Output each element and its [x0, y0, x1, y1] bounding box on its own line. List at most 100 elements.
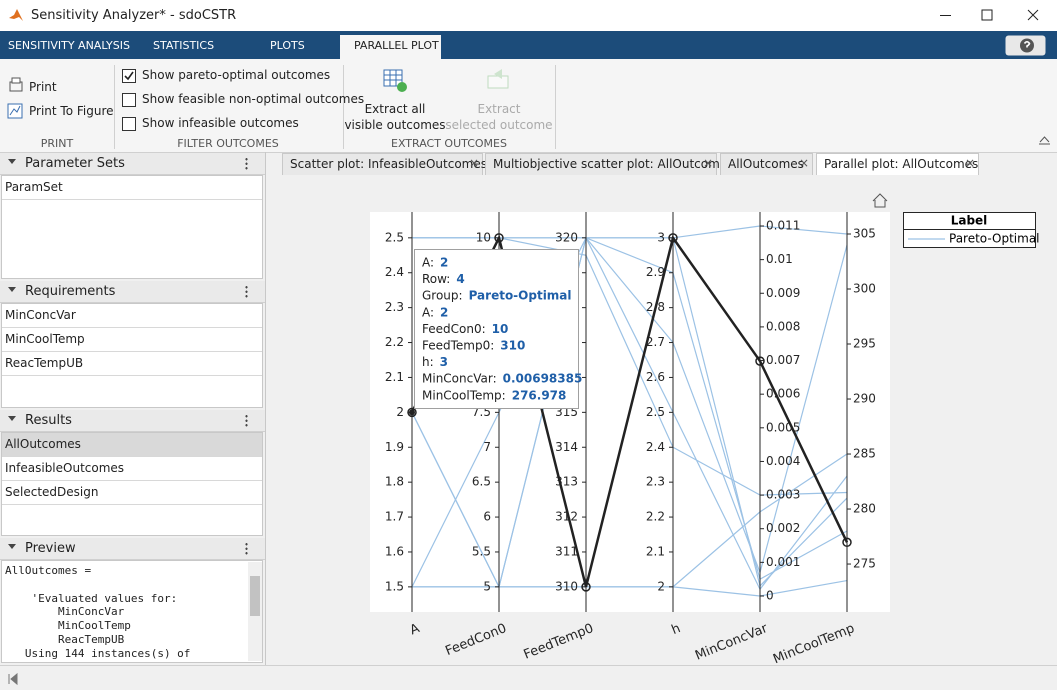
document-tab[interactable]	[720, 153, 813, 175]
list-row[interactable]	[2, 457, 262, 481]
panel-title: Results	[25, 413, 72, 428]
checkbox[interactable]	[122, 117, 136, 131]
tab-close[interactable]: ×	[703, 156, 714, 170]
close-button[interactable]	[1027, 9, 1039, 21]
list-item[interactable]: MinCoolTemp	[5, 332, 85, 346]
collapse-arrow[interactable]	[8, 416, 16, 421]
collapse-arrow[interactable]	[8, 544, 16, 549]
tick-label: 0.002	[766, 521, 800, 535]
document-tab[interactable]	[282, 153, 483, 175]
selected-point[interactable]	[494, 233, 504, 243]
help-button[interactable]	[1005, 35, 1046, 56]
tab-close[interactable]: ×	[965, 156, 976, 170]
filter-option[interactable]: Show feasible non-optimal outcomes	[142, 92, 365, 106]
tick-label: 2.7	[646, 335, 665, 349]
list-item[interactable]: MinConcVar	[5, 308, 76, 322]
tick-label: 0.004	[766, 454, 800, 468]
ribbon-tab[interactable]: STATISTICS	[153, 39, 215, 52]
selected-point[interactable]	[842, 537, 852, 548]
tab-close[interactable]: ×	[469, 156, 480, 170]
collapse-ribbon[interactable]	[1039, 136, 1050, 145]
preview-line: AllOutcomes =	[5, 564, 92, 577]
document-tab-title[interactable]: Scatter plot: InfeasibleOutcomes	[290, 157, 488, 171]
document-tab[interactable]	[816, 153, 979, 175]
list-row[interactable]	[2, 433, 262, 457]
ribbon-tab[interactable]: PARALLEL PLOT	[354, 39, 439, 52]
document-tab[interactable]	[485, 153, 717, 175]
panel-menu[interactable]	[245, 285, 248, 298]
scroll-thumb[interactable]	[250, 576, 260, 616]
document-tab-title[interactable]: AllOutcomes	[728, 157, 804, 171]
collapse-arrow[interactable]	[8, 287, 16, 292]
window-controls[interactable]	[925, 0, 1057, 31]
tick-label: 0.009	[766, 286, 800, 300]
status-bar	[0, 665, 1057, 690]
axis-label: FeedCon0	[443, 621, 508, 659]
ribbon-tab[interactable]: PLOTS	[270, 39, 305, 52]
tab-close[interactable]: ×	[799, 156, 810, 170]
panel-header	[0, 410, 265, 432]
home-button[interactable]	[872, 193, 888, 208]
maximize-button[interactable]	[981, 9, 993, 21]
tick-label: 2.4	[646, 440, 665, 454]
list-row[interactable]	[2, 352, 262, 376]
collapse-arrow[interactable]	[8, 159, 16, 164]
datatip-value: 276.978	[512, 388, 567, 402]
datatip[interactable]	[414, 249, 579, 409]
active-tab-bg[interactable]	[340, 35, 441, 59]
tick-label: 0.007	[766, 353, 800, 367]
list-item[interactable]: AllOutcomes	[5, 437, 81, 451]
data-line	[411, 237, 848, 588]
group-label: EXTRACT OUTCOMES	[391, 137, 507, 150]
extract-button-text: Extract	[477, 102, 521, 116]
tick-label: 2.6	[646, 370, 665, 384]
list-row[interactable]	[2, 481, 262, 505]
check-mark[interactable]	[123, 70, 135, 82]
selected-point[interactable]	[581, 582, 591, 592]
document-tab-title[interactable]: Multiobjective scatter plot: AllOutcomes	[493, 157, 734, 171]
checkbox[interactable]	[122, 69, 136, 83]
tick-label: 0.003	[766, 488, 800, 502]
filter-option[interactable]: Show pareto-optimal outcomes	[142, 68, 331, 82]
extract-button-text[interactable]: visible outcomes	[344, 118, 446, 132]
list-item[interactable]: InfeasibleOutcomes	[5, 461, 125, 475]
datatip-label: Group:	[422, 289, 463, 303]
print-button[interactable]: Print	[29, 80, 57, 94]
datatip-label: MinCoolTemp:	[422, 388, 506, 402]
legend-entry[interactable]: Pareto-Optimal	[949, 232, 1040, 246]
axis-label: A	[408, 621, 422, 638]
axis-label: h	[670, 621, 683, 638]
print-button[interactable]: Print To Figure	[29, 104, 114, 118]
panel-header	[0, 153, 265, 175]
list-row[interactable]	[2, 328, 262, 352]
panel-menu[interactable]	[245, 157, 248, 170]
document-tab-title[interactable]: Parallel plot: AllOutcomes	[824, 157, 979, 171]
list-item[interactable]: ParamSet	[5, 180, 63, 194]
extract-button-text[interactable]: Extract all	[364, 102, 426, 116]
panel-menu[interactable]	[245, 542, 248, 555]
tick-label: 2.3	[646, 475, 665, 489]
panel-title: Parameter Sets	[25, 156, 125, 171]
help-glyph	[1023, 40, 1031, 48]
splitter	[265, 152, 266, 665]
filter-option[interactable]: Show infeasible outcomes	[142, 116, 299, 130]
list-row[interactable]	[2, 176, 262, 200]
tick-label: 295	[853, 337, 876, 351]
tick-label: 2.2	[385, 335, 404, 349]
tick-label: 311	[555, 544, 578, 558]
panel-menu[interactable]	[245, 414, 248, 427]
list-row[interactable]	[2, 304, 262, 328]
logo-shape	[9, 9, 23, 21]
selected-point[interactable]	[668, 233, 678, 243]
selected-point[interactable]	[755, 356, 765, 366]
checkbox[interactable]	[122, 93, 136, 107]
ribbon-tab[interactable]: SENSITIVITY ANALYSIS	[8, 39, 130, 52]
tick-label: 2	[657, 579, 665, 593]
list-item[interactable]: SelectedDesign	[5, 485, 99, 499]
list-item[interactable]: ReacTempUB	[5, 356, 84, 370]
selected-point[interactable]	[407, 407, 417, 418]
extract-selected-icon	[487, 69, 509, 89]
tick-label: 3	[657, 230, 665, 244]
tick-label: 2.1	[385, 370, 404, 384]
